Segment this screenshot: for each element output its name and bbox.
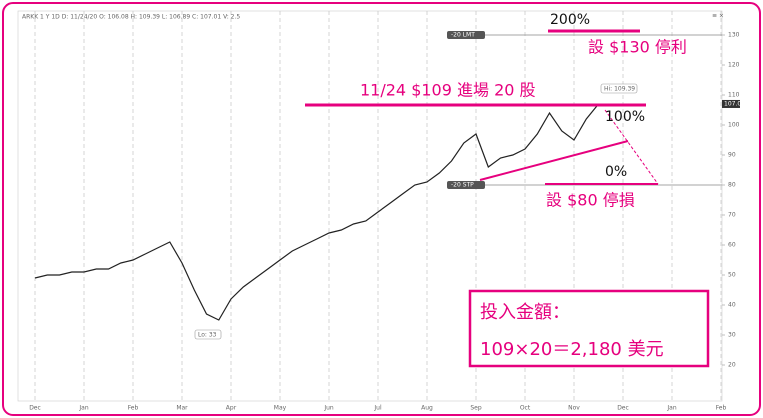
take-profit-pct: 200% [550,12,590,28]
x-tick-label: Aug [421,405,433,412]
y-tick-label: 110 [728,92,740,99]
y-tick-label: 120 [728,62,740,69]
x-tick-label: Mar [176,405,188,412]
cost-box [468,289,710,368]
take-profit-label: 設 $130 停利 [588,38,687,57]
trend-line [479,140,629,181]
last-price-box [722,99,740,108]
entry-label: 11/24 $109 進場 20 股 [360,81,536,100]
x-tick-label: Dec [617,405,629,412]
x-tick-label: May [274,405,287,412]
y-tick-label: 90 [728,152,736,159]
low-label: Lo: 33 [198,332,217,339]
order-label: -20 LMT [451,32,475,39]
high-box [600,83,638,94]
x-tick-label: Feb [716,405,727,412]
high-label: Hi: 109.39 [604,86,635,93]
y-tick-label: 100 [728,122,740,129]
x-tick-label: Jan [78,405,88,412]
cost-title: 投入金額： [480,302,570,323]
last-price-label: 107.01 [724,100,745,107]
y-tick-label: 20 [728,362,736,369]
y-tick-label: 50 [728,272,736,279]
y-tick-label: 70 [728,212,736,219]
x-tick-label: Feb [128,405,139,412]
y-tick-label: 30 [728,332,736,339]
y-tick-label: 130 [728,32,740,39]
x-tick-label: Dec [29,405,41,412]
x-tick-label: Nov [568,405,580,412]
entry-pct: 100% [605,109,645,125]
y-tick-label: 60 [728,242,736,249]
price-line [34,103,599,321]
menu-icon[interactable]: ≡ × [712,13,724,20]
header: ARKK 1 Y 1D D: 11/24/20 O: 106.08 H: 109… [22,14,240,21]
order-box [447,181,485,189]
x-tick-label: Apr [226,405,237,412]
y-tick-label: 40 [728,302,736,309]
stop-pct: 0% [605,164,627,180]
x-tick-label: Oct [520,405,531,412]
cost-value: 109×20＝2,180 美元 [480,339,664,360]
x-tick-label: Sep [470,405,482,412]
x-tick-label: Jul [373,405,382,412]
projection-line [604,109,659,185]
y-tick-label: 80 [728,182,736,189]
order-label: -20 STP [451,182,474,189]
x-tick-label: Jun [323,405,334,412]
plot-border [17,10,723,402]
stop-label: 設 $80 停損 [546,191,635,210]
x-tick-label: Jan [666,405,676,412]
low-box [194,329,222,340]
plot: 107.01 [34,99,745,321]
order-box [447,31,485,39]
